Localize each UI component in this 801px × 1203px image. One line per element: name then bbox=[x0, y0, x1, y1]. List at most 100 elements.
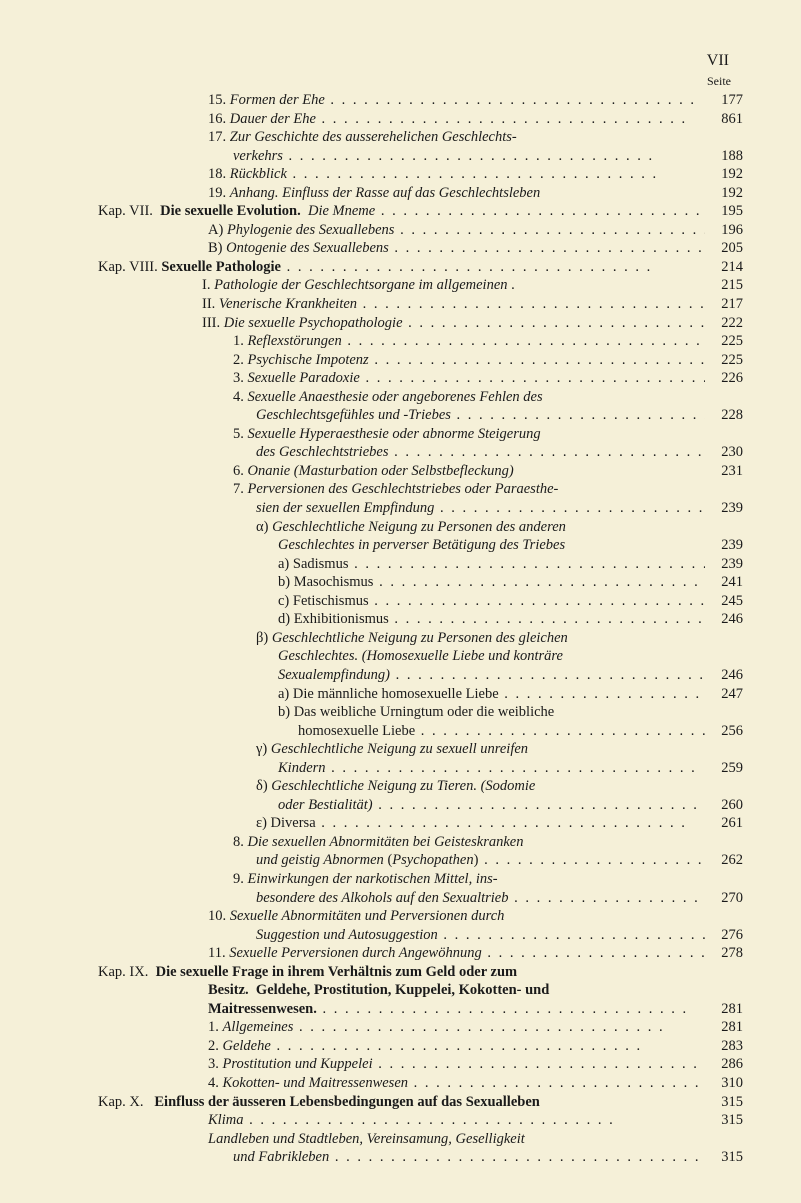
toc-row: Kap. VII. Die sexuelle Evolution. Die Mn… bbox=[98, 202, 743, 221]
toc-label: 1. Allgemeines bbox=[98, 1018, 705, 1037]
toc-row: a) Die männliche homosexuelle Liebe247 bbox=[98, 685, 743, 704]
toc-page-number: 177 bbox=[705, 91, 743, 110]
toc-page-number: 226 bbox=[705, 369, 743, 388]
toc-page-number: 315 bbox=[705, 1093, 743, 1112]
toc-label: oder Bestialität) bbox=[98, 796, 705, 815]
toc-page-number: 239 bbox=[705, 555, 743, 574]
toc-row: oder Bestialität)260 bbox=[98, 796, 743, 815]
toc-label: Klima bbox=[98, 1111, 705, 1130]
toc-row: b) Masochismus241 bbox=[98, 573, 743, 592]
toc-page-number: 315 bbox=[705, 1148, 743, 1167]
toc-page-number: 262 bbox=[705, 851, 743, 870]
toc-label: 1. Reflexstörungen bbox=[98, 332, 705, 351]
toc-row: 19. Anhang. Einfluss der Rasse auf das G… bbox=[98, 184, 743, 203]
toc-row: des Geschlechtstriebes230 bbox=[98, 443, 743, 462]
toc-page-number: 214 bbox=[705, 258, 743, 277]
toc-page-number bbox=[705, 703, 743, 722]
toc-row: 18. Rückblick192 bbox=[98, 165, 743, 184]
toc-page-number: 217 bbox=[705, 295, 743, 314]
toc-label: Geschlechtsgefühles und -Triebes bbox=[98, 406, 705, 425]
seite-label: Seite bbox=[98, 74, 743, 89]
toc-page-number: 861 bbox=[705, 110, 743, 129]
toc-label: δ) Geschlechtliche Neigung zu Tieren. (S… bbox=[98, 777, 705, 796]
toc-page-number: 192 bbox=[705, 165, 743, 184]
toc-label: Geschlechtes. (Homosexuelle Liebe und ko… bbox=[98, 647, 705, 666]
toc-page-number: 259 bbox=[705, 759, 743, 778]
toc-row: 15. Formen der Ehe177 bbox=[98, 91, 743, 110]
toc-row: Klima315 bbox=[98, 1111, 743, 1130]
toc-row: und Fabrikleben315 bbox=[98, 1148, 743, 1167]
toc-row: d) Exhibitionismus246 bbox=[98, 610, 743, 629]
toc-row: homosexuelle Liebe256 bbox=[98, 722, 743, 741]
toc-label: III. Die sexuelle Psychopathologie bbox=[98, 314, 705, 333]
toc-row: sien der sexuellen Empfindung239 bbox=[98, 499, 743, 518]
toc-label: 3. Sexuelle Paradoxie bbox=[98, 369, 705, 388]
toc-label: b) Masochismus bbox=[98, 573, 705, 592]
toc-label: c) Fetischismus bbox=[98, 592, 705, 611]
toc-row: B) Ontogenie des Sexuallebens205 bbox=[98, 239, 743, 258]
toc-page-number bbox=[705, 981, 743, 1000]
toc-label: II. Venerische Krankheiten bbox=[98, 295, 705, 314]
toc-label: α) Geschlechtliche Neigung zu Personen d… bbox=[98, 518, 705, 537]
toc-page-number: 246 bbox=[705, 610, 743, 629]
toc-page-number bbox=[705, 518, 743, 537]
toc-row: 3. Prostitution und Kuppelei286 bbox=[98, 1055, 743, 1074]
toc-row: ε) Diversa261 bbox=[98, 814, 743, 833]
toc-page-number: 310 bbox=[705, 1074, 743, 1093]
toc-label: Kap. VII. Die sexuelle Evolution. Die Mn… bbox=[98, 202, 705, 221]
toc-label: 3. Prostitution und Kuppelei bbox=[98, 1055, 705, 1074]
toc-row: 7. Perversionen des Geschlechtstriebes o… bbox=[98, 480, 743, 499]
toc-label: 5. Sexuelle Hyperaesthesie oder abnorme … bbox=[98, 425, 705, 444]
toc-label: und Fabrikleben bbox=[98, 1148, 705, 1167]
toc-row: 4. Kokotten- und Maitressenwesen310 bbox=[98, 1074, 743, 1093]
toc-label: 17. Zur Geschichte des ausserehelichen G… bbox=[98, 128, 705, 147]
toc-page-number: 230 bbox=[705, 443, 743, 462]
toc-label: 7. Perversionen des Geschlechtstriebes o… bbox=[98, 480, 705, 499]
toc-label: 9. Einwirkungen der narkotischen Mittel,… bbox=[98, 870, 705, 889]
toc-row: Kap. X. Einfluss der äusseren Lebensbedi… bbox=[98, 1093, 743, 1112]
toc-label: Suggestion und Autosuggestion bbox=[98, 926, 705, 945]
toc-label: Kindern bbox=[98, 759, 705, 778]
toc-row: α) Geschlechtliche Neigung zu Personen d… bbox=[98, 518, 743, 537]
toc-page-number: 245 bbox=[705, 592, 743, 611]
toc-page-number: 260 bbox=[705, 796, 743, 815]
toc-label: 15. Formen der Ehe bbox=[98, 91, 705, 110]
toc-page-number: 239 bbox=[705, 536, 743, 555]
toc-page-number: 241 bbox=[705, 573, 743, 592]
toc-page-number bbox=[705, 1130, 743, 1149]
toc-label: Geschlechtes in perverser Betätigung des… bbox=[98, 536, 705, 555]
toc-page-number: 231 bbox=[705, 462, 743, 481]
toc-row: Geschlechtes. (Homosexuelle Liebe und ko… bbox=[98, 647, 743, 666]
toc-row: Kindern259 bbox=[98, 759, 743, 778]
toc-label: sien der sexuellen Empfindung bbox=[98, 499, 705, 518]
toc-row: 5. Sexuelle Hyperaesthesie oder abnorme … bbox=[98, 425, 743, 444]
toc-label: und geistig Abnormen (Psychopathen) bbox=[98, 851, 705, 870]
toc-label: 19. Anhang. Einfluss der Rasse auf das G… bbox=[98, 184, 705, 203]
toc-page-number: 286 bbox=[705, 1055, 743, 1074]
toc-row: γ) Geschlechtliche Neigung zu sexuell un… bbox=[98, 740, 743, 759]
toc-page-number: 215 bbox=[705, 276, 743, 295]
toc-page-number: 283 bbox=[705, 1037, 743, 1056]
toc-row: besondere des Alkohols auf den Sexualtri… bbox=[98, 889, 743, 908]
toc-row: c) Fetischismus245 bbox=[98, 592, 743, 611]
toc-row: b) Das weibliche Urningtum oder die weib… bbox=[98, 703, 743, 722]
toc-label: b) Das weibliche Urningtum oder die weib… bbox=[98, 703, 705, 722]
toc-row: II. Venerische Krankheiten217 bbox=[98, 295, 743, 314]
toc-label: 2. Psychische Impotenz bbox=[98, 351, 705, 370]
toc-page-number: 281 bbox=[705, 1000, 743, 1019]
toc-row: verkehrs188 bbox=[98, 147, 743, 166]
toc-page-number: 315 bbox=[705, 1111, 743, 1130]
toc-page-number bbox=[705, 128, 743, 147]
toc-page-number bbox=[705, 480, 743, 499]
toc-row: und geistig Abnormen (Psychopathen)262 bbox=[98, 851, 743, 870]
toc-row: III. Die sexuelle Psychopathologie222 bbox=[98, 314, 743, 333]
toc-label: a) Die männliche homosexuelle Liebe bbox=[98, 685, 705, 704]
toc-row: δ) Geschlechtliche Neigung zu Tieren. (S… bbox=[98, 777, 743, 796]
toc-row: 6. Onanie (Masturbation oder Selbstbefle… bbox=[98, 462, 743, 481]
toc-row: Landleben und Stadtleben, Vereinsamung, … bbox=[98, 1130, 743, 1149]
toc-label: Kap. X. Einfluss der äusseren Lebensbedi… bbox=[98, 1093, 705, 1112]
toc-row: 1. Allgemeines281 bbox=[98, 1018, 743, 1037]
toc-page-number bbox=[705, 629, 743, 648]
toc-page-number: 261 bbox=[705, 814, 743, 833]
toc-page-number: 278 bbox=[705, 944, 743, 963]
